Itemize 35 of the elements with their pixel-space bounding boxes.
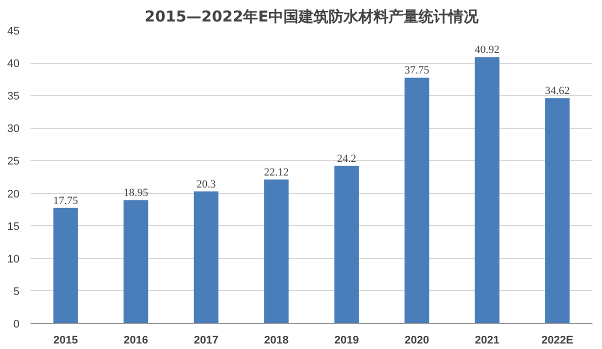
x-tick-label: 2015 bbox=[53, 334, 78, 346]
y-tick-label: 40 bbox=[7, 58, 20, 70]
x-tick-label: 2022E bbox=[541, 334, 574, 346]
x-tick-label: 2017 bbox=[194, 334, 218, 346]
x-tick-label: 2016 bbox=[124, 334, 148, 346]
bar bbox=[194, 191, 218, 324]
y-tick-label: 45 bbox=[7, 26, 20, 38]
y-tick-label: 30 bbox=[7, 123, 20, 136]
data-label: 34.62 bbox=[545, 85, 570, 98]
x-tick-label: 2018 bbox=[264, 334, 289, 346]
y-tick-label: 5 bbox=[13, 286, 20, 298]
bar bbox=[474, 57, 500, 324]
x-tick-label: 2019 bbox=[334, 334, 359, 346]
bar bbox=[124, 200, 148, 324]
y-tick-label: 15 bbox=[7, 220, 20, 233]
data-label: 40.92 bbox=[474, 44, 500, 56]
chart-title: 2015—2022年E中国建筑防水材料产量统计情况 bbox=[144, 8, 480, 26]
bar bbox=[53, 208, 78, 324]
data-label: 20.3 bbox=[196, 178, 216, 190]
data-label: 37.75 bbox=[404, 64, 430, 77]
data-label: 17.75 bbox=[53, 194, 78, 207]
x-tick-label: 2021 bbox=[474, 334, 500, 346]
bar bbox=[404, 78, 430, 324]
data-label: 22.12 bbox=[264, 166, 289, 178]
y-tick-label: 20 bbox=[7, 188, 20, 200]
bar bbox=[264, 179, 289, 324]
y-tick-label: 25 bbox=[7, 156, 20, 168]
data-label: 18.95 bbox=[124, 187, 149, 200]
bar bbox=[334, 166, 359, 324]
bar bbox=[545, 98, 570, 324]
y-tick-label: 35 bbox=[7, 90, 20, 103]
y-tick-label: 10 bbox=[7, 253, 20, 266]
data-label: 24.2 bbox=[337, 152, 356, 165]
y-tick-label: 0 bbox=[13, 318, 20, 330]
x-tick-label: 2020 bbox=[404, 334, 430, 346]
